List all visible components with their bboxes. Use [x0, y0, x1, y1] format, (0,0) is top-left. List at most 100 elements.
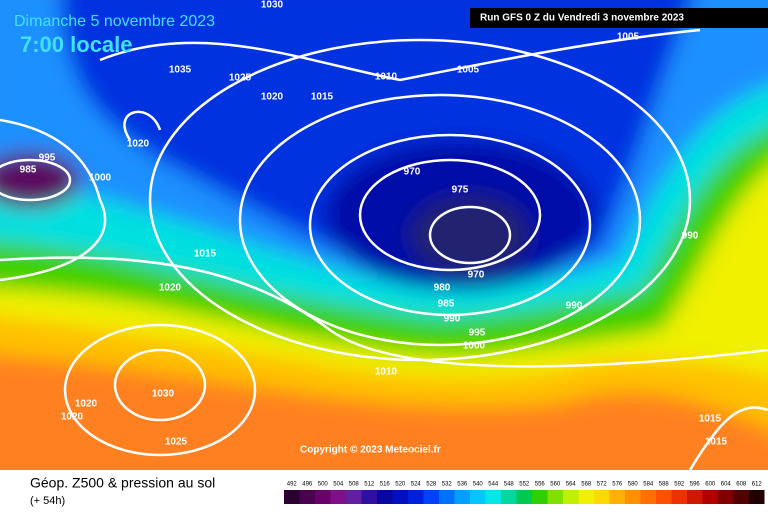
isobar-label: 970 — [404, 167, 421, 178]
isobar-label: 990 — [444, 314, 461, 325]
isobar-label: 1010 — [375, 367, 398, 378]
scale-label: 540 — [473, 482, 484, 488]
scale-swatch — [749, 490, 765, 504]
scale-swatch — [423, 490, 439, 504]
isobar-label: 1020 — [261, 92, 284, 103]
run: Run GFS 0 Z du Vendredi 3 novembre 2023 — [480, 13, 684, 24]
scale-label: 532 — [442, 482, 453, 488]
isobar-label: 1030 — [152, 389, 175, 400]
scale-swatch — [609, 490, 625, 504]
scale-swatch — [439, 490, 455, 504]
scale-label: 500 — [318, 482, 329, 488]
footer-lead: (+ 54h) — [30, 495, 65, 507]
scale-label: 496 — [302, 482, 313, 488]
scale-swatch — [594, 490, 610, 504]
scale-label: 528 — [426, 482, 437, 488]
isobar-label: 1030 — [261, 0, 284, 11]
isobar-label: 1020 — [75, 399, 98, 410]
scale-swatch — [656, 490, 672, 504]
scale-swatch — [702, 490, 718, 504]
isobar-label: 1025 — [165, 437, 188, 448]
scale-label: 608 — [736, 482, 747, 488]
scale-swatch — [346, 490, 362, 504]
scale-swatch — [377, 490, 393, 504]
isobar-label: 995 — [39, 153, 56, 164]
scale-label: 596 — [690, 482, 701, 488]
scale-swatch — [578, 490, 594, 504]
scale-label: 516 — [380, 482, 391, 488]
scale-label: 556 — [535, 482, 546, 488]
scale-label: 544 — [488, 482, 499, 488]
scale-swatch — [625, 490, 641, 504]
scale-swatch — [485, 490, 501, 504]
scale-label: 580 — [628, 482, 639, 488]
scale-swatch — [361, 490, 377, 504]
scale-label: 592 — [674, 482, 685, 488]
run-box — [470, 8, 768, 28]
isobar-label: 985 — [20, 165, 37, 176]
copyright: Copyright © 2023 Meteociel.fr — [300, 445, 441, 456]
scale-swatch — [733, 490, 749, 504]
scale-label: 520 — [395, 482, 406, 488]
scale-label: 536 — [457, 482, 468, 488]
scale-swatch — [671, 490, 687, 504]
isobar-label: 1020 — [61, 412, 84, 423]
isobar-label: 1015 — [194, 249, 217, 260]
scale-label: 576 — [612, 482, 623, 488]
isobar-label: 975 — [452, 185, 469, 196]
scale-label: 492 — [287, 482, 298, 488]
isobar-label: 990 — [682, 231, 699, 242]
scale-swatch — [330, 490, 346, 504]
isobar-label: 1015 — [705, 437, 728, 448]
isobar-label: 1015 — [699, 414, 722, 425]
field — [0, 0, 768, 470]
isobar-label: 1010 — [375, 72, 398, 83]
scale-swatch — [284, 490, 300, 504]
isobar-label: 1000 — [89, 173, 112, 184]
isobar-label: 1020 — [127, 139, 150, 150]
color-scale: 492 496 500 504 508 512 516 520 524 528 532 536 540 5… — [284, 482, 765, 504]
scale-label: 564 — [566, 482, 577, 488]
scale-label: 568 — [581, 482, 592, 488]
scale-swatch — [408, 490, 424, 504]
scale-swatch — [501, 490, 517, 504]
scale-swatch — [454, 490, 470, 504]
isobar-label: 990 — [566, 301, 583, 312]
scale-label: 504 — [333, 482, 344, 488]
scale-swatch — [687, 490, 703, 504]
scale-swatch — [563, 490, 579, 504]
scale-swatch — [470, 490, 486, 504]
scale-swatch — [392, 490, 408, 504]
isobar-label: 1005 — [617, 32, 640, 43]
scale-label: 600 — [705, 482, 716, 488]
isobar-label: 980 — [434, 283, 451, 294]
isobar-label: 1000 — [463, 341, 486, 352]
scale-label: 560 — [550, 482, 561, 488]
isobar-label: 1035 — [169, 65, 192, 76]
scale-swatch — [640, 490, 656, 504]
isobar-label: 1015 — [311, 92, 334, 103]
footer-title: Géop. Z500 & pression au sol — [30, 475, 215, 491]
scale-label: 512 — [364, 482, 375, 488]
isobar-label: 970 — [468, 270, 485, 281]
isobar-label: 985 — [438, 299, 455, 310]
scale-label: 524 — [411, 482, 422, 488]
date: Dimanche 5 novembre 2023 — [14, 13, 215, 30]
scale-label: 612 — [752, 482, 763, 488]
isobar-label: 1020 — [159, 283, 182, 294]
isobar-label: 995 — [469, 328, 486, 339]
time: 7:00 locale — [20, 32, 133, 57]
scale-label: 552 — [519, 482, 530, 488]
scale-swatch — [532, 490, 548, 504]
scale-label: 588 — [659, 482, 670, 488]
scale-label: 548 — [504, 482, 515, 488]
scale-label: 508 — [349, 482, 360, 488]
scale-swatch — [299, 490, 315, 504]
scale-swatch — [547, 490, 563, 504]
scale-label: 584 — [643, 482, 654, 488]
scale-swatch — [718, 490, 734, 504]
scale-swatch — [516, 490, 532, 504]
scale-swatch — [315, 490, 331, 504]
